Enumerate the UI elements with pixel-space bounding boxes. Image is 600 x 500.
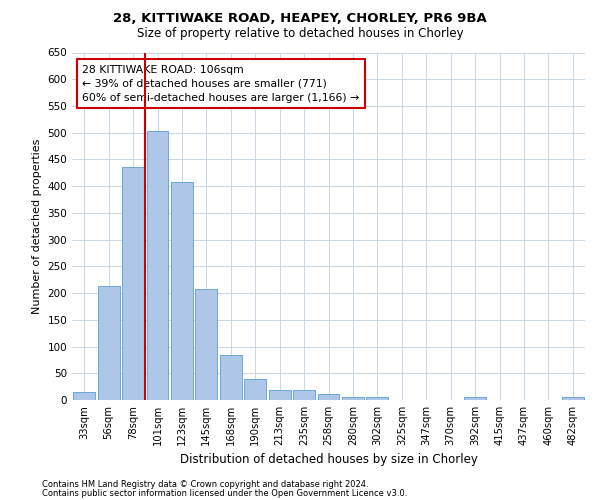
Bar xyxy=(293,390,315,400)
Bar xyxy=(464,398,486,400)
X-axis label: Distribution of detached houses by size in Chorley: Distribution of detached houses by size … xyxy=(179,454,478,466)
Text: Size of property relative to detached houses in Chorley: Size of property relative to detached ho… xyxy=(137,26,463,40)
Text: 28 KITTIWAKE ROAD: 106sqm
← 39% of detached houses are smaller (771)
60% of semi: 28 KITTIWAKE ROAD: 106sqm ← 39% of detac… xyxy=(82,64,359,102)
Bar xyxy=(317,394,340,400)
Bar xyxy=(220,354,242,400)
Bar xyxy=(244,378,266,400)
Text: 28, KITTIWAKE ROAD, HEAPEY, CHORLEY, PR6 9BA: 28, KITTIWAKE ROAD, HEAPEY, CHORLEY, PR6… xyxy=(113,12,487,24)
Bar xyxy=(342,397,364,400)
Bar xyxy=(171,182,193,400)
Bar xyxy=(73,392,95,400)
Bar xyxy=(98,286,119,400)
Text: Contains HM Land Registry data © Crown copyright and database right 2024.: Contains HM Land Registry data © Crown c… xyxy=(42,480,368,489)
Bar xyxy=(146,131,169,400)
Bar xyxy=(122,168,144,400)
Text: Contains public sector information licensed under the Open Government Licence v3: Contains public sector information licen… xyxy=(42,489,407,498)
Bar xyxy=(269,390,290,400)
Bar xyxy=(562,398,584,400)
Y-axis label: Number of detached properties: Number of detached properties xyxy=(32,138,42,314)
Bar xyxy=(196,290,217,400)
Bar xyxy=(367,398,388,400)
